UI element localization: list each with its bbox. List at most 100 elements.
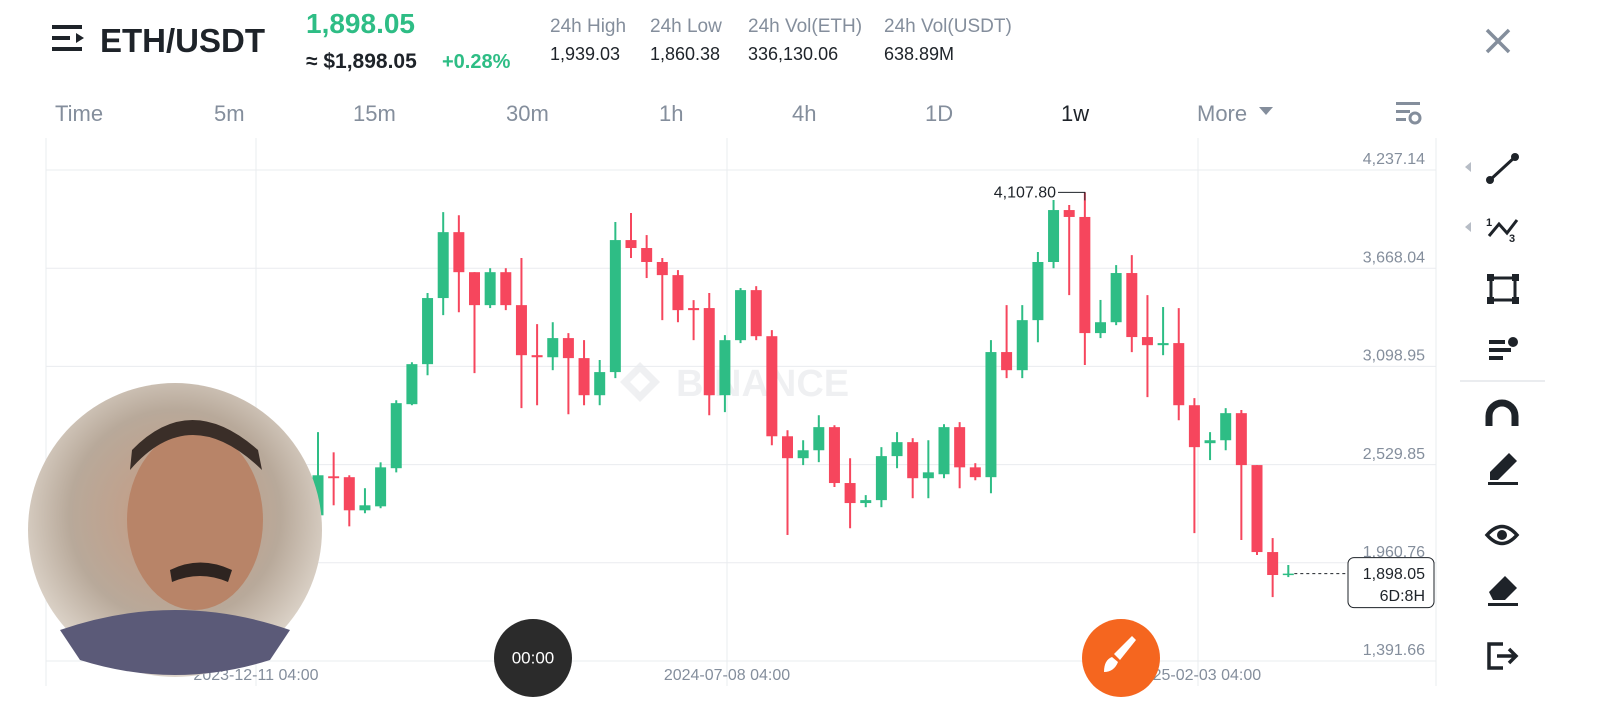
candle-body bbox=[844, 483, 856, 504]
candle-body bbox=[1016, 320, 1028, 371]
candle-body bbox=[1157, 343, 1169, 346]
stat-label: 24h Vol(ETH) bbox=[748, 16, 863, 37]
interval-tab[interactable]: 15m bbox=[353, 101, 396, 126]
candle-body bbox=[766, 336, 778, 437]
candle-body bbox=[703, 308, 715, 396]
recording-timer[interactable]: 00:00 bbox=[494, 619, 572, 697]
candle-body bbox=[594, 372, 606, 396]
candle-body bbox=[1282, 573, 1294, 576]
last-price: 1,898.05 bbox=[306, 8, 415, 39]
candle-body bbox=[1235, 413, 1247, 466]
candle-body bbox=[547, 338, 559, 358]
candle-body bbox=[1063, 210, 1075, 217]
webcam-overlay bbox=[28, 383, 322, 677]
last-price-box bbox=[1347, 557, 1435, 609]
exit-tool[interactable] bbox=[1487, 642, 1519, 670]
candle-body bbox=[1110, 273, 1122, 323]
stat-value: 1,939.03 bbox=[550, 44, 621, 64]
candle-body bbox=[1079, 216, 1091, 334]
candle-body bbox=[625, 240, 637, 249]
candle-body bbox=[1267, 552, 1279, 576]
candle-body bbox=[1126, 273, 1138, 338]
candle-body bbox=[312, 475, 324, 516]
x-tick-label: 2023-12-11 04:00 bbox=[193, 667, 318, 684]
stat-value: 1,860.38 bbox=[650, 44, 721, 64]
candle-body bbox=[656, 261, 668, 276]
candle-body bbox=[875, 456, 887, 501]
menu-icon[interactable] bbox=[52, 24, 86, 54]
candle-body bbox=[422, 298, 434, 365]
price-change: +0.28% bbox=[442, 51, 511, 73]
candle-body bbox=[437, 232, 449, 299]
interval-tab[interactable]: 1w bbox=[1061, 101, 1090, 126]
candle-body bbox=[969, 467, 981, 478]
candle-body bbox=[1048, 210, 1060, 262]
close-button[interactable] bbox=[1484, 27, 1512, 55]
candle-body bbox=[1141, 337, 1153, 346]
candle-body bbox=[375, 467, 387, 507]
interval-tab[interactable]: 30m bbox=[506, 101, 549, 126]
magnet-tool[interactable] bbox=[1485, 399, 1519, 426]
candle-body bbox=[531, 355, 543, 358]
text-tool[interactable] bbox=[1489, 337, 1518, 360]
candle-body bbox=[1251, 465, 1263, 553]
visibility-tool[interactable] bbox=[1484, 524, 1520, 546]
trend-line-tool[interactable] bbox=[1486, 153, 1519, 184]
candle-body bbox=[735, 290, 747, 341]
interval-tab[interactable]: 1h bbox=[659, 101, 684, 126]
stat-value: 638.89M bbox=[884, 44, 955, 64]
countdown-label: 6D:8H bbox=[1380, 588, 1425, 605]
candle-body bbox=[907, 442, 919, 479]
y-tick-label: 2,529.85 bbox=[1363, 446, 1425, 463]
pair-name: ETH/USDT bbox=[100, 22, 265, 59]
eraser-tool[interactable] bbox=[1488, 576, 1518, 606]
candle-body bbox=[1001, 352, 1013, 371]
svg-text:1: 1 bbox=[1486, 217, 1492, 229]
dropdown-arrow bbox=[1259, 107, 1273, 115]
fib-tool[interactable]: 13 bbox=[1486, 217, 1519, 245]
pen-tool[interactable] bbox=[1488, 453, 1518, 485]
candle-body bbox=[1188, 405, 1200, 448]
high-marker-label: 4,107.80 bbox=[994, 185, 1056, 202]
stat-label: 24h Vol(USDT) bbox=[884, 16, 1012, 37]
y-tick-label: 4,237.14 bbox=[1363, 151, 1425, 168]
y-tick-label: 1,391.66 bbox=[1363, 642, 1425, 659]
candle-body bbox=[343, 477, 355, 511]
y-tick-label: 3,098.95 bbox=[1363, 348, 1425, 365]
rect-tool[interactable] bbox=[1487, 274, 1519, 304]
candle-body bbox=[469, 272, 480, 306]
stat-label: 24h Low bbox=[650, 16, 722, 37]
stat-label: 24h High bbox=[550, 16, 627, 37]
interval-tab[interactable]: 1D bbox=[925, 101, 954, 126]
brush-button[interactable] bbox=[1082, 619, 1160, 697]
candle-body bbox=[922, 472, 934, 479]
svg-text:3: 3 bbox=[1509, 233, 1515, 245]
candle-body bbox=[1204, 440, 1216, 444]
candle-body bbox=[938, 427, 950, 475]
candle-body bbox=[954, 427, 966, 468]
x-tick-label: 2024-07-08 04:00 bbox=[664, 667, 790, 684]
candle-body bbox=[891, 442, 903, 457]
candle-body bbox=[750, 290, 762, 337]
candle-body bbox=[719, 340, 731, 396]
candle-body bbox=[985, 352, 997, 478]
candle-body bbox=[453, 232, 465, 273]
candle-body bbox=[562, 338, 574, 359]
candle-body bbox=[797, 450, 809, 459]
interval-tab[interactable]: 5m bbox=[214, 101, 245, 126]
candle-body bbox=[515, 305, 527, 356]
interval-tab[interactable]: 4h bbox=[792, 101, 817, 126]
x-tick-label: 2025-02-03 04:00 bbox=[1135, 667, 1261, 684]
candle-body bbox=[688, 308, 700, 311]
interval-tab[interactable]: Time bbox=[55, 101, 104, 126]
candle-body bbox=[500, 272, 512, 306]
candle-body bbox=[390, 403, 402, 469]
chart-settings-icon[interactable] bbox=[1396, 101, 1422, 127]
interval-tab[interactable]: More bbox=[1197, 101, 1248, 126]
candle-body bbox=[828, 427, 840, 484]
last-price-label: 1,898.05 bbox=[1363, 566, 1425, 583]
candle-body bbox=[641, 248, 653, 262]
usd-price: ≈ $1,898.05 bbox=[306, 50, 417, 73]
